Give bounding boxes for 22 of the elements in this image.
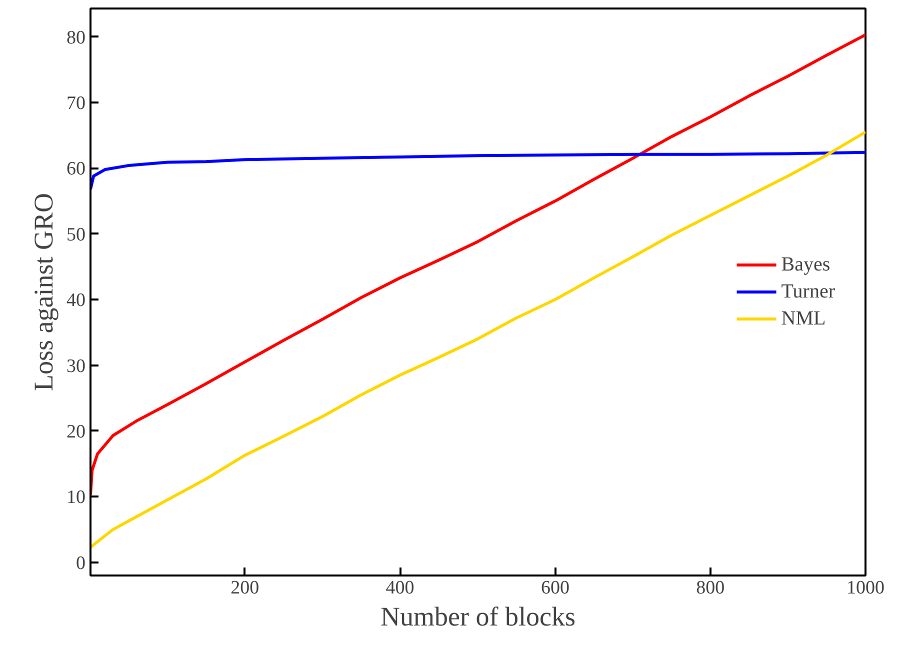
y-tick-label: 80 [66, 27, 86, 48]
y-tick-label: 20 [66, 421, 86, 442]
x-tick-label: 800 [696, 578, 725, 598]
x-tick-label: 200 [230, 578, 260, 598]
x-tick-label: 1000 [846, 578, 884, 598]
y-tick-label: 30 [66, 356, 86, 377]
x-axis-title: Number of blocks [380, 602, 576, 632]
y-tick-label: 50 [66, 224, 86, 246]
y-tick-label: 0 [76, 552, 86, 574]
y-axis-title: Loss against GRO [28, 192, 58, 391]
legend-label: Bayes [781, 253, 830, 276]
x-tick-label: 400 [386, 578, 414, 598]
line-series [90, 150, 866, 191]
line-series [90, 130, 866, 549]
y-tick-label: 60 [66, 158, 86, 180]
legend-label: NML [781, 307, 826, 330]
y-tick-label: 70 [66, 92, 86, 114]
x-tick-label: 600 [540, 578, 570, 598]
y-tick-label: 10 [66, 487, 86, 508]
legend-label: Turner [781, 280, 835, 303]
line-series [90, 33, 866, 496]
y-tick-label: 40 [66, 290, 86, 312]
